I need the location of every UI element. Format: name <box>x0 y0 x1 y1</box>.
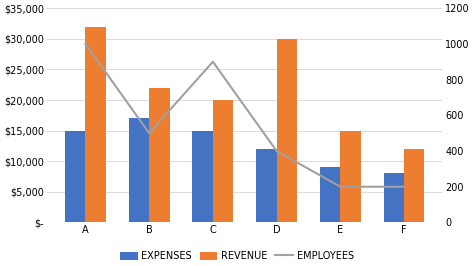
Bar <box>65 131 85 222</box>
Bar <box>85 27 106 222</box>
Legend: EXPENSES, REVENUE, EMPLOYEES: EXPENSES, REVENUE, EMPLOYEES <box>120 251 354 261</box>
Bar <box>320 167 340 222</box>
Bar <box>149 88 170 222</box>
Bar <box>256 149 277 222</box>
Bar <box>213 100 233 222</box>
EMPLOYEES <box>210 60 216 63</box>
Bar <box>383 173 404 222</box>
Bar <box>277 39 297 222</box>
EMPLOYEES <box>337 185 343 188</box>
Bar <box>192 131 213 222</box>
Line: EMPLOYEES: EMPLOYEES <box>85 44 404 187</box>
EMPLOYEES <box>401 185 407 188</box>
Bar <box>340 131 361 222</box>
EMPLOYEES <box>274 149 280 153</box>
EMPLOYEES <box>146 132 152 135</box>
EMPLOYEES <box>82 42 88 45</box>
Bar <box>129 118 149 222</box>
Bar <box>404 149 424 222</box>
